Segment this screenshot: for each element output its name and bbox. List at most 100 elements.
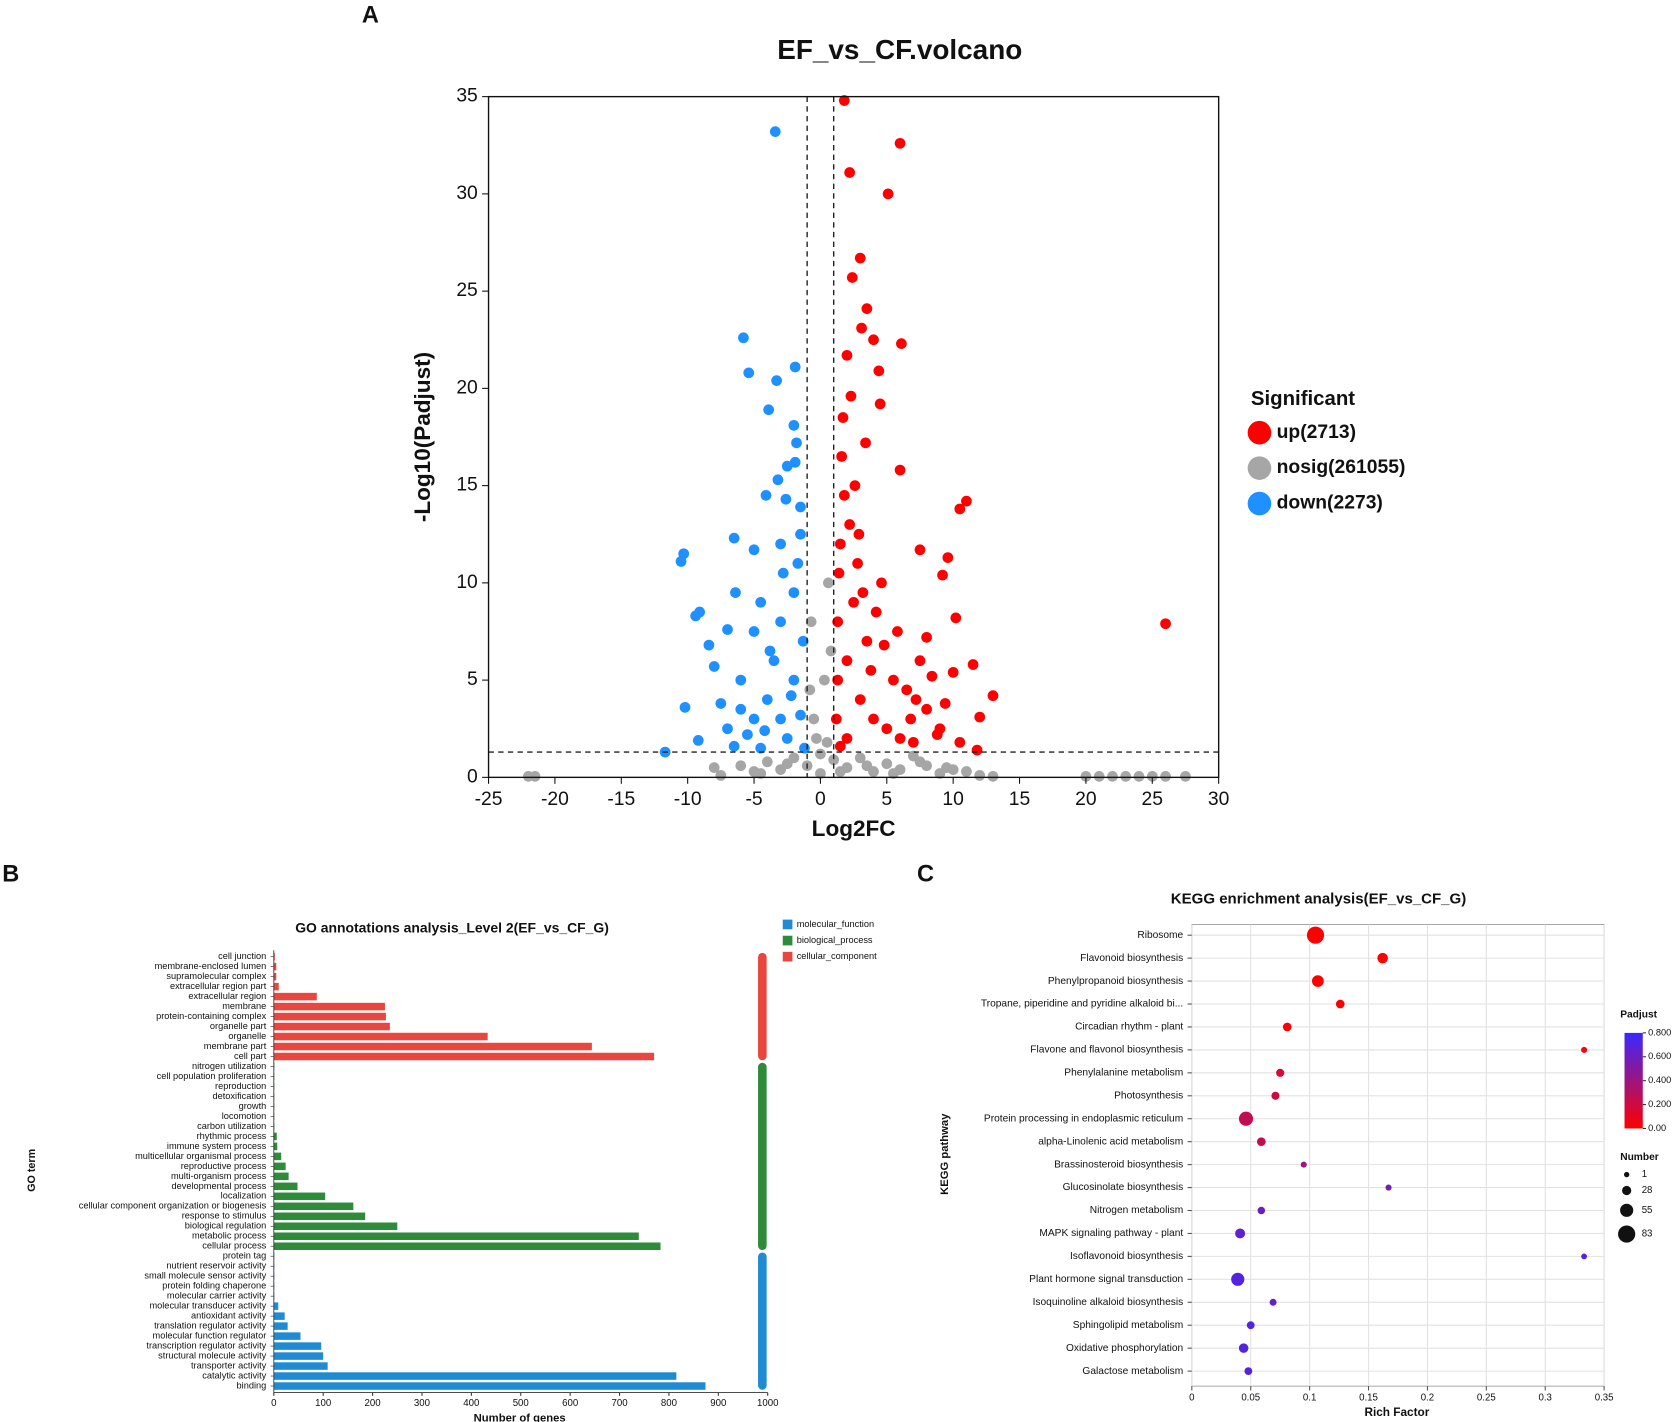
- x-tick-label: 0: [815, 789, 826, 810]
- point: [815, 768, 826, 779]
- point: [785, 690, 797, 702]
- y-tick-label: cell junction: [218, 951, 266, 961]
- point: [730, 587, 741, 598]
- bar: [273, 982, 279, 991]
- x-tick-label: 0: [271, 1398, 276, 1409]
- chart-title: GO annotations analysis_Level 2(EF_vs_CF…: [295, 919, 609, 935]
- y-tick-label: response to stimulus: [182, 1211, 267, 1221]
- point: [1160, 618, 1171, 630]
- point: [849, 480, 861, 491]
- bubble: [1312, 975, 1324, 987]
- bar: [273, 1312, 285, 1320]
- point: [853, 528, 865, 540]
- y-tick-label: Glucosinolate biosynthesis: [1063, 1182, 1184, 1193]
- point: [870, 606, 882, 618]
- point: [832, 616, 844, 628]
- point: [1080, 771, 1092, 782]
- legend-swatch: [782, 935, 793, 946]
- point: [1107, 771, 1118, 782]
- y-tick-label: membrane: [222, 1001, 266, 1011]
- y-tick-label: organelle part: [210, 1021, 267, 1031]
- legend-label: nosig(261055): [1277, 457, 1406, 478]
- point: [760, 489, 772, 501]
- bubble: [1235, 1228, 1246, 1239]
- point: [792, 558, 804, 569]
- point: [910, 694, 922, 705]
- bar: [273, 1332, 301, 1340]
- point: [931, 729, 943, 740]
- bubble: [1581, 1253, 1587, 1260]
- point: [823, 577, 834, 589]
- point: [926, 670, 938, 682]
- y-tick-label: biological regulation: [185, 1221, 267, 1231]
- point: [738, 332, 749, 344]
- y-tick-label: carbon utilization: [197, 1121, 266, 1131]
- bar: [273, 1222, 398, 1231]
- point: [974, 770, 986, 781]
- point: [728, 740, 740, 752]
- point: [892, 626, 903, 637]
- point: [961, 766, 972, 777]
- x-tick-label: 30: [1208, 789, 1229, 810]
- bar: [273, 1192, 326, 1201]
- point: [865, 665, 877, 676]
- point: [529, 771, 541, 782]
- y-tick-label: Ribosome: [1137, 930, 1183, 941]
- bar: [273, 1372, 677, 1380]
- point: [937, 569, 948, 581]
- y-tick-label: antioxidant activity: [191, 1311, 267, 1321]
- point: [679, 701, 691, 713]
- legend-label: biological_process: [797, 935, 873, 945]
- y-tick-label: multi-organism process: [171, 1171, 267, 1181]
- x-tick-label: 0.05: [1241, 1392, 1260, 1403]
- point: [788, 587, 800, 598]
- size-legend-label: 83: [1642, 1229, 1653, 1240]
- point: [914, 655, 926, 667]
- point: [987, 690, 999, 702]
- point: [834, 538, 846, 550]
- group-bar: [758, 1062, 767, 1250]
- point: [841, 733, 853, 744]
- point: [841, 655, 853, 667]
- point: [947, 666, 959, 678]
- y-tick-label: 5: [467, 669, 478, 690]
- x-tick-label: 100: [315, 1398, 331, 1409]
- colorbar-title: Padjust: [1620, 1009, 1657, 1020]
- bar: [273, 1352, 324, 1360]
- y-tick-label: reproductive process: [181, 1161, 267, 1171]
- y-tick-label: Oxidative phosphorylation: [1066, 1343, 1183, 1354]
- point: [861, 760, 873, 772]
- point: [888, 768, 899, 779]
- y-tick-label: binding: [237, 1380, 267, 1390]
- point: [894, 137, 906, 149]
- point: [759, 725, 771, 737]
- point: [881, 723, 893, 735]
- y-tick-label: Flavonoid biosynthesis: [1080, 953, 1183, 964]
- bar: [273, 972, 277, 981]
- point: [876, 577, 887, 589]
- point: [901, 684, 913, 696]
- y-tick-label: Circadian rhythm - plant: [1075, 1022, 1183, 1033]
- point: [761, 756, 773, 768]
- point: [852, 558, 863, 569]
- point: [939, 698, 951, 709]
- bar: [273, 992, 317, 1001]
- point: [894, 464, 906, 476]
- point: [838, 95, 850, 106]
- y-tick-label: reproduction: [215, 1081, 266, 1091]
- y-tick-label: protein tag: [223, 1251, 267, 1261]
- point: [841, 349, 853, 361]
- point: [789, 456, 801, 468]
- point: [854, 252, 866, 264]
- colorbar-tick-label: 0.600: [1648, 1051, 1671, 1061]
- point: [854, 694, 866, 705]
- point: [856, 322, 867, 334]
- y-tick-label: 0: [467, 766, 478, 787]
- point: [690, 610, 702, 622]
- point: [797, 635, 809, 647]
- point: [896, 338, 907, 350]
- point: [735, 703, 747, 715]
- bar: [273, 1342, 322, 1350]
- y-tick-label: structural molecule activity: [158, 1351, 266, 1361]
- size-legend-title: Number: [1620, 1152, 1659, 1163]
